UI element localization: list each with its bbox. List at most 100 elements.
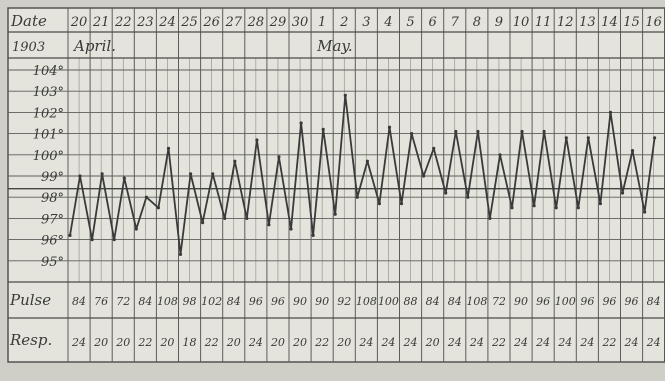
temperature-point (554, 206, 558, 210)
y-tick-label: 96° (41, 234, 64, 249)
temperature-point (377, 202, 381, 206)
resp-value: 24 (71, 336, 86, 349)
resp-value: 24 (535, 336, 550, 349)
pulse-value: 88 (404, 295, 418, 308)
temperature-point (245, 216, 249, 220)
pulse-value: 108 (466, 295, 487, 308)
temperature-point (598, 202, 603, 206)
resp-value: 24 (513, 336, 528, 349)
temperature-line (69, 94, 656, 256)
resp-value: 20 (226, 336, 241, 349)
y-tick-label: 104° (33, 64, 64, 79)
x-tick-date: 24 (158, 15, 176, 30)
resp-value: 20 (425, 336, 440, 349)
pulse-value: 96 (536, 295, 550, 308)
temperature-point (564, 136, 568, 140)
row-label-date: Date (10, 12, 47, 30)
resp-value: 22 (137, 336, 152, 349)
pulse-value: 96 (580, 295, 594, 308)
pulse-value: 84 (647, 295, 661, 308)
temperature-point (542, 129, 546, 134)
temperature-point (399, 202, 404, 206)
x-tick-date: 21 (92, 15, 110, 30)
temperature-point (78, 174, 82, 178)
resp-value: 24 (248, 336, 263, 349)
temperature-point (365, 159, 369, 163)
row-label-pulse: Pulse (9, 291, 51, 309)
pulse-value: 72 (492, 295, 506, 308)
x-tick-date: 16 (645, 15, 662, 30)
x-tick-date: 20 (70, 15, 88, 30)
temperature-point (100, 172, 104, 176)
x-tick-date: 1 (318, 15, 326, 30)
resp-value: 24 (579, 336, 594, 349)
pulse-value: 90 (293, 295, 307, 308)
x-tick-date: 2 (339, 15, 348, 30)
temperature-point (454, 129, 458, 134)
x-tick-date: 25 (180, 15, 198, 30)
x-tick-date: 7 (451, 15, 460, 30)
pulse-value: 84 (72, 295, 86, 308)
pulse-value: 96 (249, 295, 263, 308)
temperature-point (299, 121, 303, 125)
pulse-value: 90 (514, 295, 528, 308)
temperature-point (355, 195, 359, 199)
temperature-point (466, 195, 470, 199)
pulse-value: 96 (625, 295, 639, 308)
temperature-point (277, 155, 281, 159)
temperature-point (620, 191, 625, 195)
x-tick-date: 22 (114, 15, 132, 30)
resp-value: 24 (624, 336, 639, 349)
pulse-value: 108 (356, 295, 377, 308)
temperature-point (178, 252, 183, 256)
temperature-point (498, 153, 502, 157)
temperature-point (289, 227, 293, 231)
resp-value: 24 (646, 336, 661, 349)
pulse-value: 84 (227, 295, 241, 308)
temperature-point (321, 127, 325, 131)
temperature-point (586, 136, 590, 140)
temperature-point (134, 227, 138, 231)
x-tick-date: 29 (269, 15, 287, 30)
pulse-value: 102 (201, 295, 222, 308)
pulse-value: 100 (378, 295, 399, 308)
resp-value: 20 (159, 336, 174, 349)
temperature-point (68, 233, 72, 237)
temperature-point (643, 210, 647, 214)
temperature-point (343, 93, 347, 97)
pulse-value: 100 (555, 295, 576, 308)
y-tick-label: 99° (41, 170, 64, 185)
pulse-value: 84 (138, 295, 152, 308)
temperature-point (267, 223, 271, 227)
temperature-point (422, 174, 426, 178)
resp-value: 20 (115, 336, 130, 349)
temperature-point (653, 136, 657, 140)
x-tick-date: 15 (623, 15, 640, 30)
x-tick-date: 10 (513, 15, 530, 30)
y-tick-label: 100° (33, 149, 64, 164)
temperature-point (189, 172, 193, 176)
temperature-point (444, 191, 448, 195)
resp-value: 24 (447, 336, 462, 349)
month-label: April. (72, 37, 116, 55)
temperature-point (410, 132, 414, 136)
x-tick-date: 6 (429, 15, 437, 30)
temperature-point (476, 129, 480, 134)
pulse-value: 72 (116, 295, 130, 308)
y-tick-label: 101° (33, 128, 64, 143)
temperature-point (333, 212, 337, 216)
x-tick-date: 4 (383, 15, 392, 30)
resp-value: 20 (292, 336, 307, 349)
month-label: May. (316, 37, 353, 55)
temperature-point (255, 138, 259, 142)
temperature-point (532, 204, 536, 208)
resp-value: 20 (270, 336, 285, 349)
pulse-value: 84 (448, 295, 462, 308)
temperature-point (520, 129, 524, 134)
resp-value: 22 (314, 336, 329, 349)
temperature-point (387, 125, 392, 129)
temperature-point (576, 206, 580, 210)
temperature-point (432, 146, 436, 150)
resp-value: 22 (491, 336, 506, 349)
pulse-value: 96 (602, 295, 616, 308)
